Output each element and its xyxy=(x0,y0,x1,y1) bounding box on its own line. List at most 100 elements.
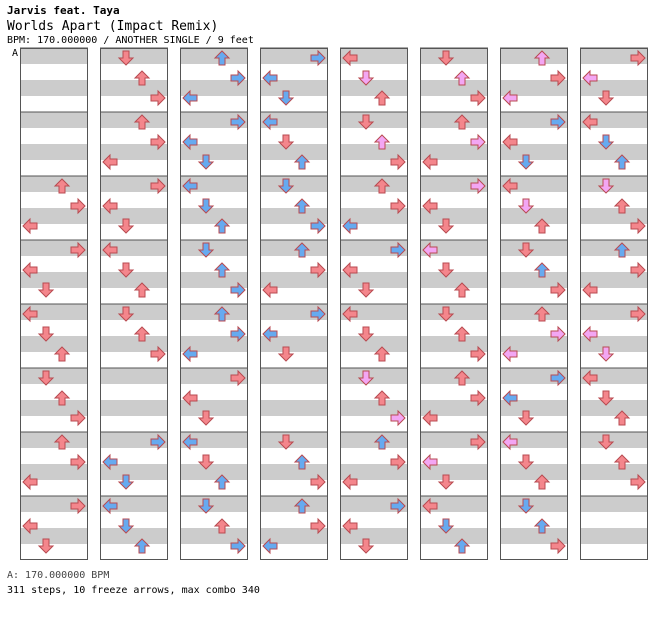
step-arrow-left xyxy=(182,345,198,363)
arrow-shape xyxy=(310,473,326,491)
beat-stripe xyxy=(180,464,248,480)
step-arrow-down xyxy=(517,198,535,214)
beat-stripe xyxy=(180,336,248,352)
beat-stripe xyxy=(420,304,488,320)
beat-stripe xyxy=(340,336,408,352)
arrow-shape xyxy=(310,261,326,279)
beat-stripe xyxy=(580,336,648,352)
step-arrow-right xyxy=(150,89,166,107)
arrow-shape xyxy=(550,113,566,131)
step-arrow-left xyxy=(502,177,518,195)
beat-stripe xyxy=(180,400,248,416)
step-arrow-up xyxy=(613,198,631,214)
step-arrow-left xyxy=(262,69,278,87)
step-arrow-up xyxy=(133,282,151,298)
beat-stripe xyxy=(100,464,168,480)
arrow-shape xyxy=(277,90,295,106)
step-arrow-right xyxy=(310,217,326,235)
step-arrow-down xyxy=(37,370,55,386)
arrow-shape xyxy=(502,177,518,195)
arrow-shape xyxy=(37,370,55,386)
arrow-shape xyxy=(373,346,391,362)
arrow-shape xyxy=(117,306,135,322)
arrow-shape xyxy=(150,89,166,107)
step-arrow-down xyxy=(597,134,615,150)
beat-stripe xyxy=(260,80,328,96)
arrow-shape xyxy=(597,390,615,406)
step-arrow-up xyxy=(453,70,471,86)
arrow-shape xyxy=(230,69,246,87)
beat-stripe xyxy=(420,400,488,416)
column-border xyxy=(180,48,248,560)
beat-stripe xyxy=(500,80,568,96)
step-arrow-left xyxy=(422,497,438,515)
arrow-shape xyxy=(373,434,391,450)
step-arrow-right xyxy=(310,305,326,323)
arrow-shape xyxy=(502,89,518,107)
step-arrow-up xyxy=(453,538,471,554)
beat-stripe xyxy=(420,80,488,96)
arrow-shape xyxy=(150,433,166,451)
step-arrow-left xyxy=(102,241,118,259)
step-arrow-left xyxy=(102,497,118,515)
step-arrow-right xyxy=(550,69,566,87)
beat-stripe xyxy=(500,336,568,352)
arrow-shape xyxy=(357,70,375,86)
beat-stripe xyxy=(340,432,408,448)
step-arrow-down xyxy=(597,434,615,450)
arrow-shape xyxy=(597,134,615,150)
arrow-shape xyxy=(182,345,198,363)
arrow-shape xyxy=(582,113,598,131)
arrow-shape xyxy=(470,433,486,451)
arrow-shape xyxy=(262,537,278,555)
step-arrow-right xyxy=(150,345,166,363)
arrow-shape xyxy=(150,133,166,151)
arrow-shape xyxy=(630,217,646,235)
step-arrow-up xyxy=(133,326,151,342)
beat-stripe xyxy=(180,240,248,256)
step-arrow-up xyxy=(373,178,391,194)
step-arrow-left xyxy=(422,453,438,471)
arrow-shape xyxy=(550,69,566,87)
beat-stripe xyxy=(420,208,488,224)
step-arrow-right xyxy=(630,217,646,235)
step-arrow-left xyxy=(262,281,278,299)
step-arrow-right xyxy=(470,345,486,363)
beat-stripe xyxy=(340,464,408,480)
arrow-shape xyxy=(37,282,55,298)
beat-stripe xyxy=(260,464,328,480)
beat-stripe xyxy=(100,400,168,416)
arrow-shape xyxy=(342,261,358,279)
step-arrow-up xyxy=(373,346,391,362)
step-arrow-up xyxy=(213,306,231,322)
arrow-shape xyxy=(102,153,118,171)
arrow-shape xyxy=(422,197,438,215)
beat-stripe xyxy=(100,336,168,352)
beat-stripe xyxy=(100,80,168,96)
column-border xyxy=(20,48,88,560)
arrow-shape xyxy=(150,345,166,363)
arrow-shape xyxy=(422,453,438,471)
beat-stripe xyxy=(20,368,88,384)
step-arrow-right xyxy=(310,49,326,67)
arrow-shape xyxy=(470,345,486,363)
arrow-shape xyxy=(133,114,151,130)
step-arrow-left xyxy=(502,89,518,107)
beat-stripe xyxy=(260,432,328,448)
beat-stripe xyxy=(100,112,168,128)
step-arrow-right xyxy=(470,389,486,407)
arrow-shape xyxy=(277,434,295,450)
arrow-shape xyxy=(517,454,535,470)
arrow-shape xyxy=(293,198,311,214)
step-arrow-right xyxy=(390,153,406,171)
column-border xyxy=(580,48,648,560)
arrow-shape xyxy=(437,50,455,66)
step-arrow-left xyxy=(102,197,118,215)
arrow-shape xyxy=(133,326,151,342)
arrow-shape xyxy=(277,178,295,194)
arrow-shape xyxy=(533,518,551,534)
arrow-shape xyxy=(373,134,391,150)
arrow-shape xyxy=(582,325,598,343)
beat-stripe xyxy=(420,144,488,160)
beat-stripe xyxy=(100,208,168,224)
